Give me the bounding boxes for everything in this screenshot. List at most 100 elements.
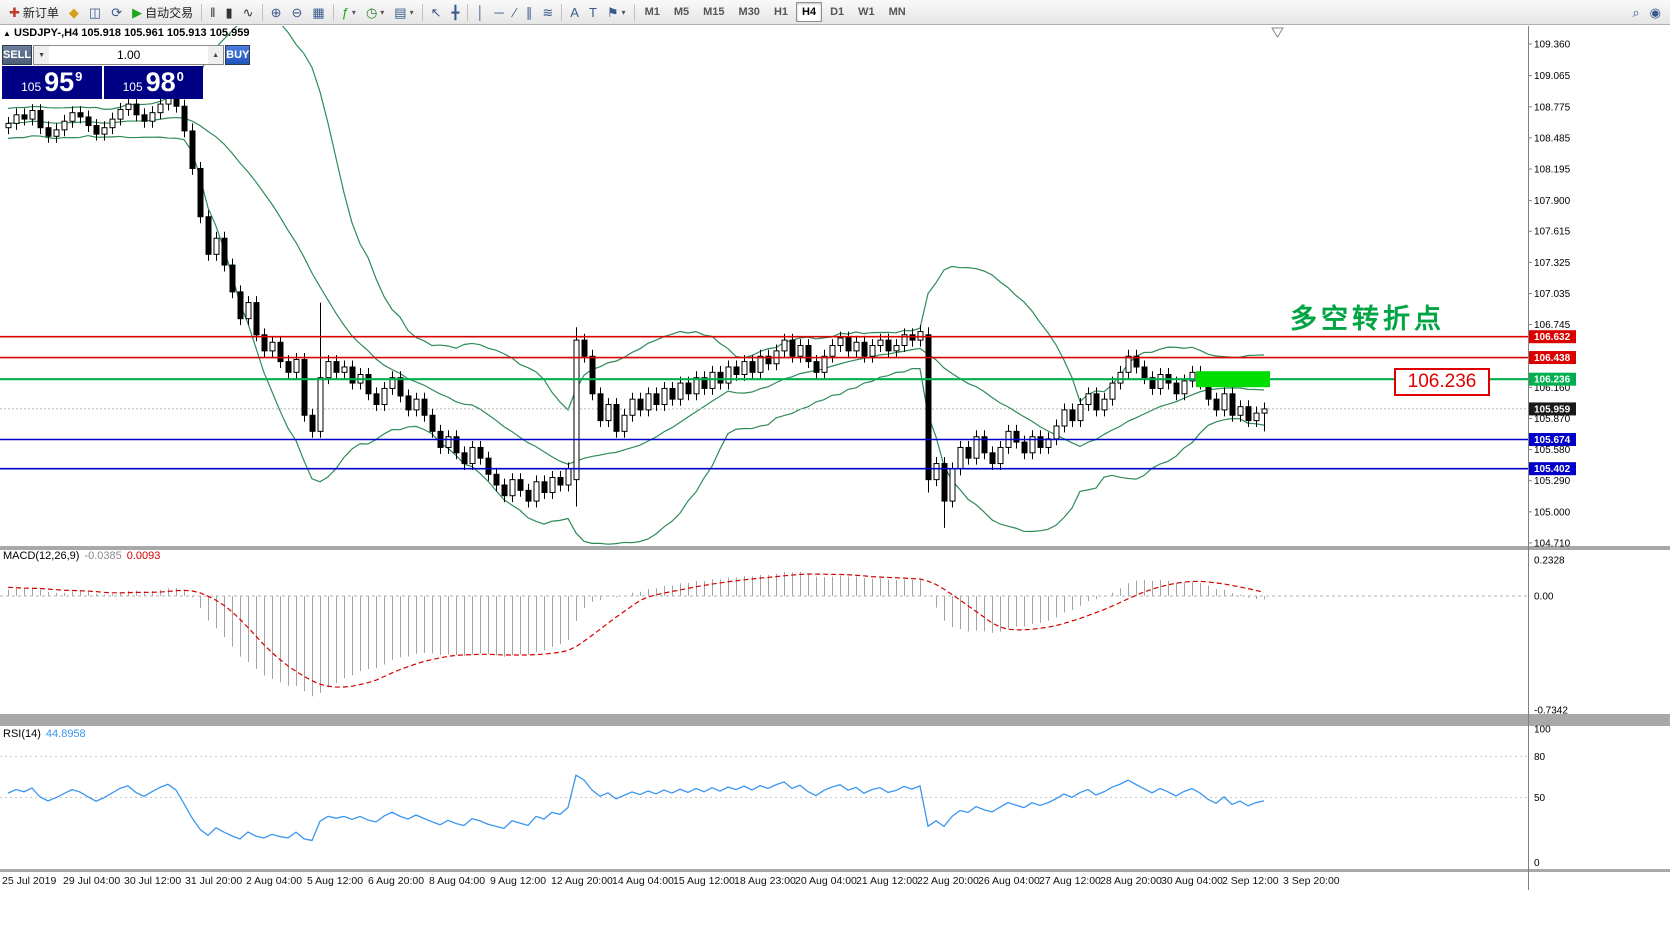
navigator-icon[interactable]: ⟳	[111, 4, 123, 20]
svg-text:107.900: 107.900	[1534, 196, 1571, 207]
volume-increase-button[interactable]: ▲	[208, 46, 224, 64]
svg-text:14 Aug 04:00: 14 Aug 04:00	[612, 875, 674, 887]
timeframe-toolbar: M1 M5 M15 M30 H1 H4 D1 W1 MN	[638, 2, 913, 22]
key-level-price-label[interactable]: 106.236	[1394, 368, 1490, 396]
bar-chart-icon[interactable]: ‖	[210, 4, 216, 20]
buy-price-button[interactable]: 105 98 0	[103, 66, 203, 99]
svg-text:2 Aug 04:00: 2 Aug 04:00	[246, 875, 302, 887]
svg-text:3 Sep 20:00: 3 Sep 20:00	[1283, 875, 1340, 887]
text-label-icon[interactable]: T	[588, 4, 597, 20]
timeframe-m30[interactable]: M30	[738, 6, 760, 18]
volume-control: ▼ ▲	[33, 45, 225, 65]
vertical-line-icon[interactable]: │	[476, 4, 485, 20]
timeframe-h1[interactable]: H1	[773, 6, 788, 18]
toolbar-left-group: ✚ 新订单 ◆ ◫ ⟳ ▶ 自动交易 ‖ ▮ ∿ ⊕ ⊖ ▦ ƒ ▾ ◷ ▾ ▤ ▾ ↖ ╋ │ ─ ∕ ∥ ≋ A T ⚑ ▾	[4, 1, 638, 23]
svg-text:107.615: 107.615	[1534, 227, 1571, 238]
templates-dropdown-icon[interactable]: ▤ ▾	[394, 4, 414, 20]
timeframe-mn[interactable]: MN	[888, 6, 906, 18]
timeframe-d1[interactable]: D1	[830, 6, 845, 18]
svg-text:0: 0	[1534, 858, 1540, 869]
svg-text:106.438: 106.438	[1534, 353, 1571, 364]
main-toolbar: ✚ 新订单 ◆ ◫ ⟳ ▶ 自动交易 ‖ ▮ ∿ ⊕ ⊖ ▦ ƒ ▾ ◷ ▾ ▤ ▾ ↖ ╋ │ ─ ∕ ∥ ≋ A T ⚑ ▾ M1 M5…	[0, 0, 1670, 25]
sell-price-prefix: 105	[21, 79, 42, 94]
svg-text:105.290: 105.290	[1534, 476, 1571, 487]
buy-button[interactable]: BUY	[225, 45, 251, 65]
svg-text:0.00: 0.00	[1534, 592, 1554, 603]
svg-text:31 Jul 20:00: 31 Jul 20:00	[185, 875, 242, 887]
rsi-value: 44.8958	[45, 728, 86, 740]
timeframe-m15[interactable]: M15	[703, 6, 725, 18]
crosshair-icon[interactable]: ╋	[451, 4, 460, 20]
cursor-icon[interactable]: ↖	[430, 4, 442, 20]
trendline-icon[interactable]: ∕	[513, 4, 516, 20]
toolbar-separator	[561, 3, 563, 21]
horizontal-line-icon[interactable]: ─	[494, 4, 504, 20]
buy-price-pip: 0	[176, 69, 184, 84]
svg-text:109.065: 109.065	[1534, 71, 1571, 82]
search-icon[interactable]: ⌕	[1632, 4, 1640, 20]
buy-price-main: 98	[145, 67, 176, 97]
rsi-indicator-label: RSI(14) 44.8958	[3, 728, 86, 740]
svg-text:100: 100	[1534, 725, 1551, 736]
sell-price-button[interactable]: 105 95 9	[2, 66, 102, 99]
arrows-dropdown-icon[interactable]: ⚑ ▾	[606, 4, 626, 20]
macd-name: MACD(12,26,9)	[3, 550, 80, 562]
timeframe-m5[interactable]: M5	[673, 6, 690, 18]
volume-input[interactable]	[49, 46, 209, 64]
timeframe-w1[interactable]: W1	[858, 6, 875, 18]
new-order-button[interactable]: ✚ 新订单	[9, 4, 59, 20]
svg-text:27 Aug 12:00: 27 Aug 12:00	[1039, 875, 1101, 887]
timeframe-m1[interactable]: M1	[644, 6, 660, 18]
svg-text:30 Aug 04:00: 30 Aug 04:00	[1161, 875, 1223, 887]
toolbar-separator	[201, 3, 203, 21]
sell-button[interactable]: SELL	[2, 45, 33, 65]
symbol-ohlc-info: USDJPY-,H4 105.918 105.961 105.913 105.9…	[14, 27, 250, 39]
svg-text:108.775: 108.775	[1534, 102, 1571, 113]
svg-text:20 Aug 04:00: 20 Aug 04:00	[795, 875, 857, 887]
svg-text:106.632: 106.632	[1534, 332, 1571, 343]
sell-price-main: 95	[44, 67, 75, 97]
candlestick-chart-icon[interactable]: ▮	[225, 4, 233, 20]
macd-signal-value: 0.0093	[126, 550, 161, 562]
one-click-trading-panel: SELL ▼ ▲ BUY 105 95 9 105 98 0	[2, 45, 251, 99]
svg-text:106.160: 106.160	[1534, 383, 1571, 394]
toolbar-separator	[332, 3, 334, 21]
svg-text:28 Aug 20:00: 28 Aug 20:00	[1100, 875, 1162, 887]
zoom-in-icon[interactable]: ⊕	[270, 4, 282, 20]
svg-text:105.000: 105.000	[1534, 507, 1571, 518]
toolbar-separator	[633, 3, 635, 21]
svg-text:105.674: 105.674	[1534, 435, 1571, 446]
periods-dropdown-icon[interactable]: ◷ ▾	[365, 4, 385, 20]
svg-text:21 Aug 12:00: 21 Aug 12:00	[856, 875, 918, 887]
svg-text:15 Aug 12:00: 15 Aug 12:00	[673, 875, 735, 887]
market-watch-icon[interactable]: ◫	[88, 4, 102, 20]
fibonacci-icon[interactable]: ≋	[542, 4, 554, 20]
channel-icon[interactable]: ∥	[525, 4, 533, 20]
text-icon[interactable]: A	[570, 4, 579, 20]
line-chart-icon[interactable]: ∿	[242, 4, 254, 20]
indicators-icon[interactable]: ƒ ▾	[341, 4, 356, 20]
timeframe-h4[interactable]: H4	[796, 2, 823, 22]
new-chart-icon[interactable]: ◆	[68, 4, 79, 20]
community-icon[interactable]: ◉	[1649, 4, 1661, 20]
sell-price-pip: 9	[75, 69, 83, 84]
svg-text:8 Aug 04:00: 8 Aug 04:00	[429, 875, 485, 887]
volume-decrease-button[interactable]: ▼	[34, 46, 50, 64]
symbol-marker-icon: ▲	[3, 29, 11, 38]
svg-text:22 Aug 20:00: 22 Aug 20:00	[917, 875, 979, 887]
svg-text:5 Aug 12:00: 5 Aug 12:00	[307, 875, 363, 887]
zoom-out-icon[interactable]: ⊖	[291, 4, 303, 20]
tile-windows-icon[interactable]: ▦	[312, 4, 325, 20]
svg-text:25 Jul 2019: 25 Jul 2019	[2, 875, 56, 887]
svg-text:80: 80	[1534, 752, 1546, 763]
turning-point-annotation: 多空转折点	[1290, 304, 1445, 334]
buy-price-prefix: 105	[122, 79, 143, 94]
svg-text:6 Aug 20:00: 6 Aug 20:00	[368, 875, 424, 887]
svg-text:18 Aug 23:00: 18 Aug 23:00	[734, 875, 796, 887]
svg-text:9 Aug 12:00: 9 Aug 12:00	[490, 875, 546, 887]
auto-trading-button[interactable]: ▶ 自动交易	[132, 4, 194, 20]
svg-text:29 Jul 04:00: 29 Jul 04:00	[63, 875, 120, 887]
svg-text:105.580: 105.580	[1534, 445, 1571, 456]
svg-text:50: 50	[1534, 793, 1546, 804]
